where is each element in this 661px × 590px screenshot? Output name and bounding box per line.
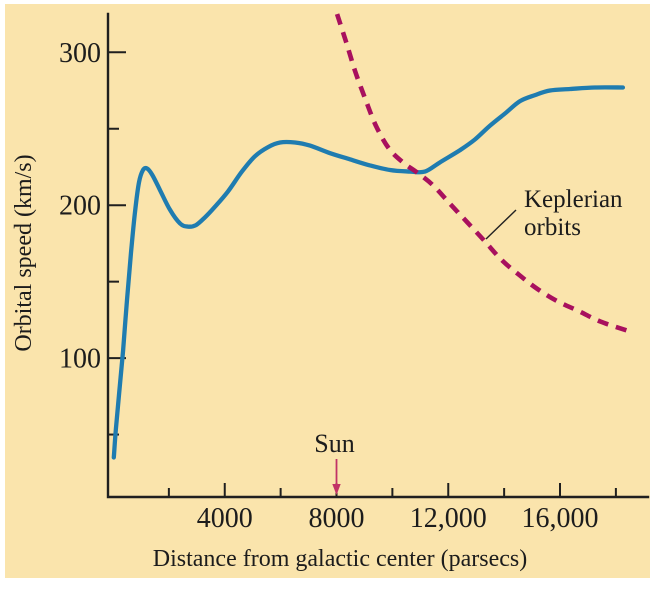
- panel-background: [5, 4, 650, 578]
- x-axis-tick-labels: 4000 8000 12,000 16,000: [197, 503, 599, 534]
- x-tick-label: 8000: [309, 503, 365, 534]
- keplerian-annotation: Keplerian orbits: [485, 186, 623, 241]
- sun-label: Sun: [314, 429, 354, 458]
- keplerian-pointer-line: [485, 209, 517, 240]
- sun-arrow-icon: [332, 484, 341, 495]
- x-tick-label: 12,000: [410, 503, 487, 534]
- x-tick-label: 16,000: [522, 503, 599, 534]
- y-tick-label: 200: [59, 191, 101, 222]
- axis-lines: [106, 12, 650, 499]
- y-axis-tick-labels: 100 200 300: [59, 38, 101, 375]
- x-axis-title: Distance from galactic center (parsecs): [153, 546, 527, 572]
- data-series: [111, 13, 628, 460]
- rotation-curve-line: [111, 85, 626, 460]
- axes: 4000 8000 12,000 16,000 100 200 300: [59, 12, 650, 534]
- y-tick-label: 300: [59, 38, 101, 69]
- sun-annotation: Sun: [314, 429, 355, 495]
- y-axis-title: Orbital speed (km/s): [11, 154, 37, 351]
- x-tick-label: 4000: [197, 503, 253, 534]
- y-tick-label: 100: [59, 344, 101, 375]
- keplerian-label-line1: Keplerian: [524, 186, 623, 213]
- keplerian-label-line2: orbits: [524, 214, 581, 241]
